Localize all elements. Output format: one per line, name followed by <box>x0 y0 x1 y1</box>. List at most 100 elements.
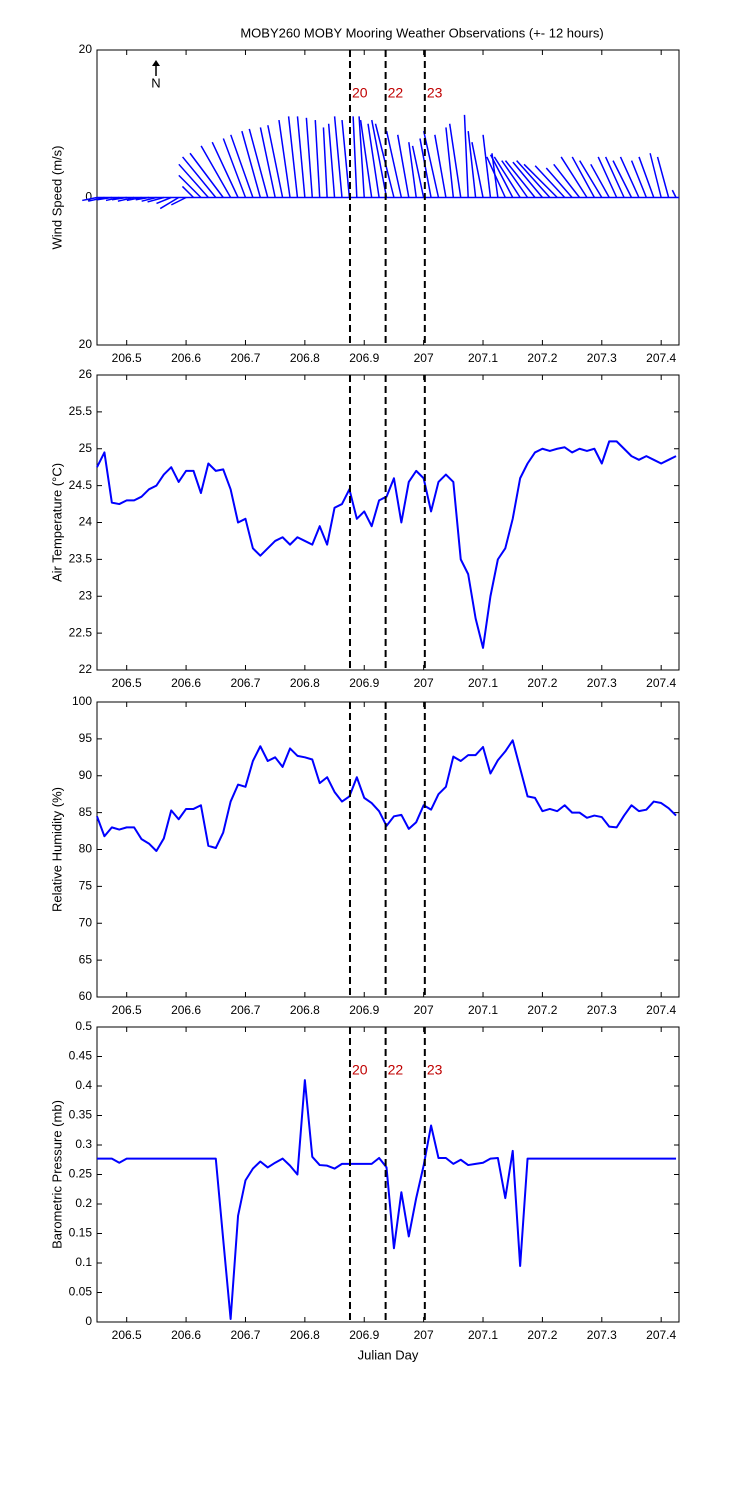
x-tick-label: 207.4 <box>646 676 676 690</box>
wind-stick <box>396 134 410 198</box>
north-label: N <box>151 75 160 90</box>
marker-label: 22 <box>388 1062 404 1078</box>
wind-stick <box>200 145 232 198</box>
x-tick-label: 206.6 <box>171 676 201 690</box>
y-tick-label: 0.1 <box>75 1255 92 1269</box>
wind-stick <box>305 117 314 198</box>
y-tick-label: 23.5 <box>69 552 93 566</box>
y-tick-label: 24.5 <box>69 478 93 492</box>
x-tick-label: 206.5 <box>112 1328 142 1342</box>
y-tick-label: 100 <box>72 694 92 708</box>
wind-stick <box>638 156 655 198</box>
y-tick-label: 23 <box>79 588 93 602</box>
x-tick-label: 206.9 <box>349 1003 379 1017</box>
wind-stick <box>512 161 543 198</box>
x-tick-label: 207.3 <box>587 1003 617 1017</box>
x-tick-label: 207.3 <box>587 351 617 365</box>
wind-stick <box>341 119 351 198</box>
y-tick-label: 60 <box>79 989 93 1003</box>
wind-stick <box>359 119 373 198</box>
x-tick-label: 207.1 <box>468 1003 498 1017</box>
wind-stick <box>147 196 165 203</box>
y-tick-label: 0.3 <box>75 1137 92 1151</box>
wind-stick <box>630 160 648 198</box>
x-tick-label: 207 <box>414 1328 434 1342</box>
axes-frame <box>96 374 680 671</box>
x-tick-label: 206.8 <box>290 1328 320 1342</box>
wind-stick <box>248 128 269 198</box>
wind-stick <box>385 130 403 198</box>
wind-stick <box>671 189 677 198</box>
x-tick-label: 206.7 <box>230 1003 260 1017</box>
wind-stick <box>126 196 142 202</box>
x-tick-label: 206.6 <box>171 351 201 365</box>
wind-stick <box>590 163 610 198</box>
wind-stick <box>493 156 521 198</box>
wind-stick <box>322 127 328 198</box>
wind-stick <box>579 160 603 198</box>
y-tick-label: 70 <box>79 915 93 929</box>
wind-stick <box>327 123 336 198</box>
wind-stick <box>604 156 625 198</box>
wind-stick <box>467 131 477 198</box>
marker-label: 22 <box>388 85 404 101</box>
x-tick-label: 206.7 <box>230 351 260 365</box>
x-tick-label: 207.4 <box>646 351 676 365</box>
wind-stick <box>156 196 172 205</box>
wind-stick <box>612 160 633 198</box>
y-tick-label: 0 <box>85 190 92 204</box>
wind-stick <box>170 196 187 206</box>
wind-stick <box>553 163 581 198</box>
y-tick-label: 0.05 <box>69 1285 93 1299</box>
axes-frame <box>96 701 680 998</box>
wind-stick <box>419 138 432 198</box>
wind-stick <box>222 138 247 198</box>
wind-stick <box>482 134 492 198</box>
wind-stick <box>159 196 180 210</box>
y-axis-label: Air Temperature (°C) <box>49 463 64 582</box>
wind-stick <box>371 119 388 198</box>
y-axis-label: Barometric Pressure (mb) <box>49 1100 64 1249</box>
wind-stick <box>448 123 462 198</box>
y-tick-label: 0.35 <box>69 1108 93 1122</box>
wind-stick <box>352 116 358 198</box>
x-tick-label: 206.9 <box>349 676 379 690</box>
wind-stick <box>560 156 588 198</box>
wind-stick <box>619 156 640 198</box>
wind-stick <box>504 160 536 198</box>
y-tick-label: 0.45 <box>69 1049 93 1063</box>
wind-stick <box>241 130 262 198</box>
x-tick-label: 206.8 <box>290 351 320 365</box>
wind-stick <box>489 154 514 198</box>
wind-stick <box>181 185 195 199</box>
wind-stick <box>259 127 276 198</box>
y-tick-label: 26 <box>79 367 93 381</box>
x-tick-label: 206.7 <box>230 676 260 690</box>
wind-stick <box>486 156 506 198</box>
y-tick-label: 65 <box>79 952 93 966</box>
wind-stick <box>88 196 105 202</box>
wind-stick <box>296 116 306 198</box>
wind-stick <box>656 156 670 198</box>
x-tick-label: 206.9 <box>349 351 379 365</box>
marker-label: 23 <box>427 1062 443 1078</box>
x-tick-label: 207.2 <box>527 1328 557 1342</box>
x-tick-label: 207.2 <box>527 676 557 690</box>
x-tick-label: 207 <box>414 351 434 365</box>
wind-stick <box>111 196 127 201</box>
y-tick-label: 0 <box>85 1314 92 1328</box>
wind-stick <box>287 116 299 198</box>
x-tick-label: 206.5 <box>112 676 142 690</box>
y-tick-label: 95 <box>79 731 93 745</box>
wind-stick <box>211 141 239 198</box>
wind-stick <box>408 142 417 198</box>
wind-stick <box>278 119 291 198</box>
marker-label: 20 <box>352 85 368 101</box>
y-tick-label: 22.5 <box>69 625 93 639</box>
x-tick-label: 207.1 <box>468 351 498 365</box>
y-tick-label: 25 <box>79 441 93 455</box>
wind-stick <box>545 167 573 198</box>
x-tick-label: 206.6 <box>171 1328 201 1342</box>
x-tick-label: 207.4 <box>646 1003 676 1017</box>
wind-stick <box>96 196 112 201</box>
